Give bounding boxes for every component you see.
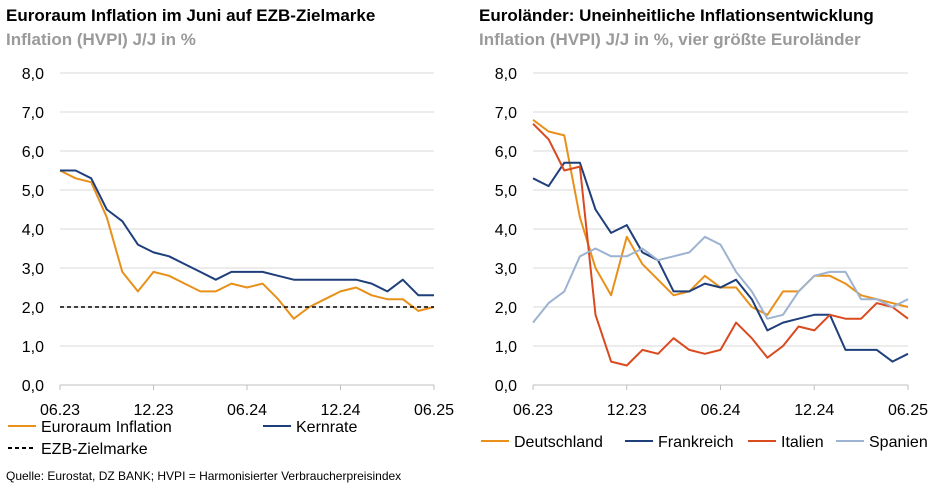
legend-label: Italien	[781, 434, 824, 451]
series-line-frankreich	[532, 161, 909, 363]
y-tick-label: 7,0	[22, 105, 44, 122]
legend-label: Frankreich	[658, 434, 734, 451]
source-note: Quelle: Eurostat, DZ BANK; HVPI = Harmon…	[6, 469, 402, 483]
x-tick-label: 06.23	[513, 402, 553, 419]
series-line-italien	[532, 122, 909, 367]
series-line-kernrate	[60, 169, 434, 297]
left-chart-subtitle: Inflation (HVPI) J/J in %	[6, 30, 196, 49]
y-tick-label: 4,0	[495, 222, 517, 239]
x-tick-label: 06.25	[414, 402, 454, 419]
y-tick-label: 8,0	[22, 66, 44, 83]
right-chart-subtitle: Inflation (HVPI) J/J in %, vier größte E…	[479, 30, 861, 49]
left-chart-title: Euroraum Inflation im Juni auf EZB-Zielm…	[6, 6, 376, 25]
x-tick-label: 06.25	[888, 402, 928, 419]
y-tick-label: 0,0	[495, 378, 517, 395]
y-tick-label: 7,0	[495, 105, 517, 122]
y-tick-label: 5,0	[495, 183, 517, 200]
y-tick-label: 1,0	[495, 339, 517, 356]
chart-2: 0,0 1,0 2,0 3,0 4,0 5,0 6,0 7,0 8,0 06.23 12.23 06.…	[481, 66, 928, 451]
y-tick-label: 4,0	[22, 222, 44, 239]
series-line-euroraum-inflation	[59, 169, 435, 320]
y-tick-label: 2,0	[22, 300, 44, 317]
y-tick-label: 5,0	[22, 183, 44, 200]
y-tick-label: 3,0	[495, 261, 517, 278]
y-tick-label: 6,0	[495, 144, 517, 161]
y-tick-label: 8,0	[495, 66, 517, 83]
x-tick-label: 12.23	[607, 402, 647, 419]
y-tick-label: 6,0	[22, 144, 44, 161]
x-tick-label: 06.23	[40, 402, 80, 419]
y-tick-label: 0,0	[22, 378, 44, 395]
series-line-deutschland	[532, 119, 909, 316]
x-tick-label: 12.24	[794, 402, 834, 419]
legend-label: EZB-Zielmarke	[41, 441, 148, 458]
y-tick-label: 2,0	[495, 300, 517, 317]
series-line-spanien	[532, 235, 909, 324]
legend-label: Euroraum Inflation	[41, 419, 172, 436]
x-tick-label: 06.24	[227, 402, 267, 419]
y-tick-label: 1,0	[22, 339, 44, 356]
x-tick-label: 12.23	[133, 402, 173, 419]
x-tick-label: 12.24	[320, 402, 360, 419]
chart-1: 0,0 1,0 2,0 3,0 4,0 5,0 6,0 7,0 8,0 06.23 12.23 06.…	[8, 66, 454, 458]
right-chart-title: Euroländer: Uneinheitliche Inflationsent…	[479, 6, 874, 25]
legend-label: Deutschland	[514, 434, 603, 451]
y-tick-label: 3,0	[22, 261, 44, 278]
legend-label: Kernrate	[296, 419, 357, 436]
legend-label: Spanien	[869, 434, 928, 451]
x-tick-label: 06.24	[700, 402, 740, 419]
